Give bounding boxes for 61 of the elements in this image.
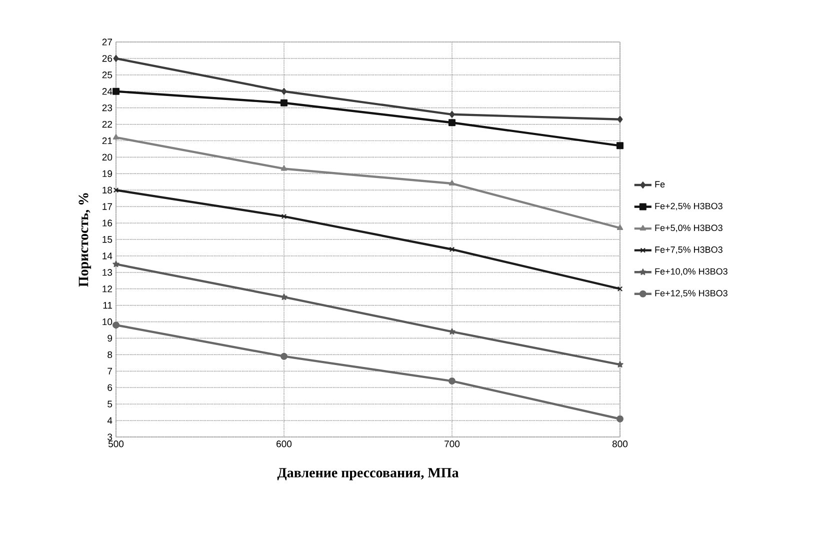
y-tick-label: 13 (102, 269, 112, 276)
point (280, 352, 288, 360)
y-tick-label: 21 (102, 137, 112, 144)
x-tick-label: 800 (612, 440, 628, 448)
legend-label: Fe+5,0% H3BO3 (655, 224, 722, 232)
x-tick-label: 700 (444, 440, 460, 448)
y-tick-label: 22 (102, 120, 112, 128)
y-tick-label: 20 (102, 154, 112, 161)
point (112, 134, 120, 140)
y-tick-label: 6 (108, 384, 112, 391)
point (616, 224, 624, 230)
legend-label: Fe+2,5% H3BO3 (655, 202, 722, 210)
y-tick-label: 9 (108, 334, 112, 342)
y-tick-label: 27 (102, 38, 112, 46)
y-tick-label: 26 (102, 55, 112, 62)
point (281, 214, 287, 220)
point (449, 110, 455, 118)
y-tick-label: 7 (108, 368, 112, 374)
y-tick-label: 3 (108, 434, 112, 440)
point (448, 180, 456, 186)
point (280, 294, 288, 300)
x-tick-label: 600 (276, 440, 292, 448)
legend-label: Fe+10,0% H3BO3 (655, 268, 728, 276)
point (113, 187, 119, 193)
point (281, 88, 287, 95)
point (616, 142, 624, 150)
point (448, 119, 456, 126)
y-tick-label: 8 (108, 351, 112, 358)
x-axis-title: Давление прессования, МПа (277, 468, 459, 480)
y-tick-label: 19 (102, 170, 112, 178)
y-tick-label: 11 (103, 302, 112, 309)
y-tick-label: 4 (107, 417, 112, 424)
point (616, 415, 624, 422)
y-tick-label: 24 (102, 88, 112, 95)
point (112, 322, 120, 329)
y-tick-label: 10 (102, 318, 112, 326)
point (112, 88, 120, 95)
point (448, 328, 456, 335)
legend-label: Fe+12,5% H3BO3 (655, 290, 728, 298)
x-tick-label: 500 (108, 440, 124, 448)
point (448, 378, 456, 385)
y-tick-label: 25 (102, 72, 112, 78)
y-tick-label: 16 (102, 220, 112, 226)
legend-label: Fe (655, 181, 665, 188)
y-tick-label: 17 (102, 203, 112, 210)
legend-label: Fe+7,5% H3BO3 (655, 246, 722, 254)
point (617, 286, 623, 292)
y-tick-label: 12 (102, 286, 112, 292)
point (113, 54, 119, 62)
point (280, 99, 288, 106)
point (112, 260, 120, 268)
point (449, 246, 455, 252)
y-tick-label: 14 (102, 252, 112, 260)
y-tick-label: 15 (102, 236, 112, 243)
y-axis-title: Пористость, % (78, 193, 92, 287)
y-tick-label: 18 (102, 186, 112, 194)
point (280, 165, 288, 171)
y-tick-label: 5 (108, 400, 112, 408)
point (616, 361, 624, 368)
point (617, 116, 623, 123)
y-tick-label: 23 (102, 104, 112, 112)
